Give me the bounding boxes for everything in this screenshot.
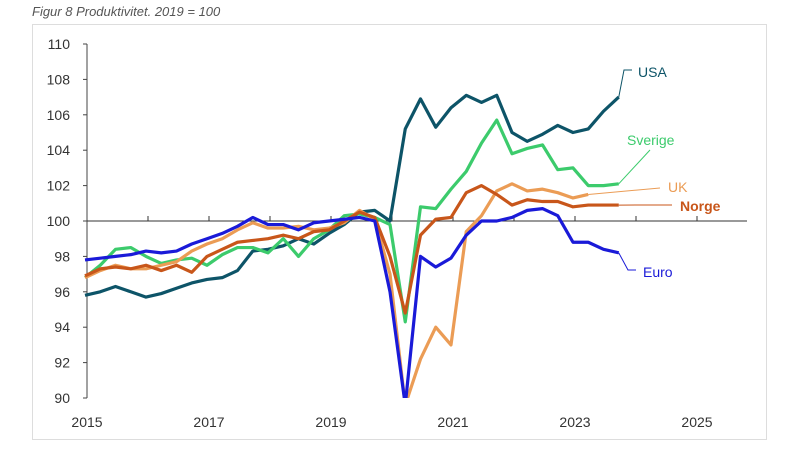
leader-line-usa	[618, 69, 632, 98]
x-tick-label: 2017	[193, 414, 224, 430]
y-tick-label: 90	[54, 390, 70, 406]
series-line-norge	[84, 184, 619, 315]
y-tick-label: 104	[47, 142, 71, 158]
y-tick-label: 94	[54, 319, 70, 335]
series-line-euro	[84, 207, 620, 398]
x-tick-label: 2019	[315, 414, 346, 430]
y-tick-label: 110	[48, 36, 71, 52]
series-label-norge: Norge	[680, 198, 721, 214]
y-tick-label: 108	[47, 71, 71, 87]
y-tick-label: 100	[47, 213, 71, 229]
y-tick-label: 106	[47, 107, 71, 123]
series-label-sverige: Sverige	[627, 132, 675, 148]
series-label-usa: USA	[638, 64, 667, 80]
series-line-usa	[84, 93, 620, 299]
series-label-uk: UK	[668, 179, 688, 195]
chart-frame	[32, 24, 767, 440]
y-tick-label: 96	[54, 284, 70, 300]
y-tick-label: 102	[47, 178, 71, 194]
figure-caption: Figur 8 Produktivitet. 2019 = 100	[32, 4, 221, 19]
leader-line-uk	[588, 187, 661, 195]
leader-line-euro	[618, 252, 636, 271]
x-tick-label: 2021	[437, 414, 468, 430]
y-tick-label: 98	[54, 248, 70, 264]
y-tick-label: 92	[54, 355, 70, 371]
series-label-euro: Euro	[643, 264, 673, 280]
x-tick-label: 2025	[681, 414, 712, 430]
leader-line-sverige	[618, 149, 651, 185]
x-tick-label: 2015	[71, 414, 102, 430]
x-tick-label: 2023	[559, 414, 590, 430]
